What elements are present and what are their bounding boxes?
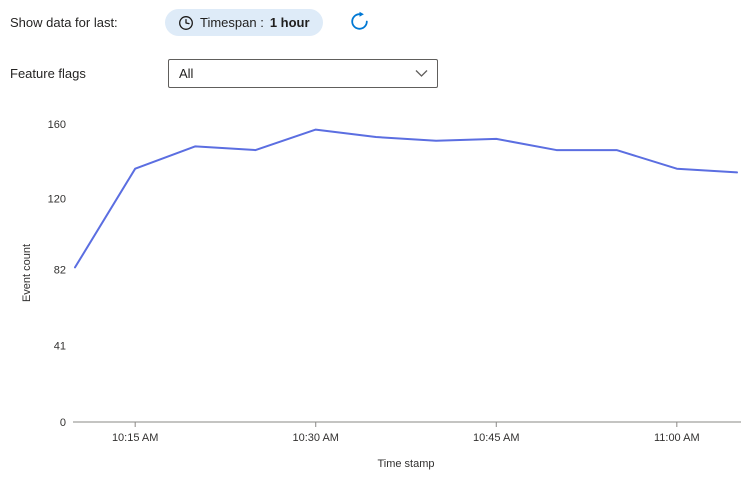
chevron-down-icon — [415, 69, 428, 78]
x-tick-label: 11:00 AM — [654, 432, 700, 444]
y-tick-label: 160 — [48, 119, 66, 131]
y-tick-label: 120 — [48, 194, 66, 206]
x-tick-label: 10:45 AM — [473, 432, 519, 444]
timespan-value: 1 hour — [269, 15, 310, 30]
x-tick-label: 10:15 AM — [112, 432, 158, 444]
y-tick-label: 0 — [60, 417, 66, 429]
x-axis-title: Time stamp — [377, 458, 434, 470]
x-tick-label: 10:30 AM — [292, 432, 338, 444]
feature-flags-dropdown[interactable]: All — [168, 59, 438, 88]
timespan-label: Timespan : — [200, 15, 264, 30]
y-axis-title: Event count — [21, 244, 33, 302]
clock-icon — [178, 15, 194, 31]
feature-flags-selected-value: All — [179, 66, 194, 81]
refresh-icon — [349, 11, 370, 32]
y-tick-label: 82 — [54, 264, 66, 276]
event-count-chart: 0 41 82 120 160 10:15 AM 10:30 AM 10:45 AM 11:00… — [21, 119, 741, 470]
event-count-line-series — [74, 128, 738, 269]
show-data-label: Show data for last: — [10, 15, 118, 30]
feature-flags-label: Feature flags — [10, 66, 86, 81]
y-tick-label: 41 — [54, 341, 66, 353]
timespan-pill[interactable]: Timespan : 1 hour — [165, 9, 323, 36]
refresh-button[interactable] — [347, 10, 371, 34]
